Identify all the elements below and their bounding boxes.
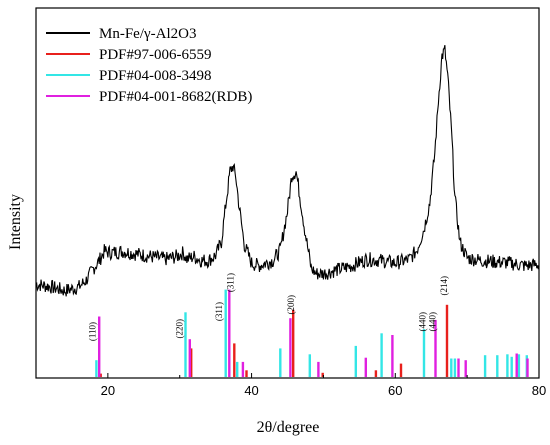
reference-stick bbox=[317, 361, 320, 377]
reference-stick bbox=[453, 358, 457, 377]
reference-stick bbox=[233, 343, 236, 377]
reference-pattern-sticks bbox=[95, 289, 529, 377]
x-axis-ticks: 20 40 60 80 bbox=[35, 373, 546, 398]
reference-stick bbox=[245, 370, 248, 377]
reference-stick bbox=[228, 289, 231, 377]
reference-stick bbox=[517, 354, 521, 377]
legend-entry: Mn-Fe/γ-Al2O3 bbox=[99, 26, 196, 42]
measured-pattern-line bbox=[35, 44, 540, 297]
reference-stick bbox=[241, 361, 245, 377]
reference-stick bbox=[457, 358, 460, 377]
y-axis-title: Intensity bbox=[7, 194, 24, 250]
reference-stick bbox=[445, 304, 449, 377]
reference-stick bbox=[434, 319, 437, 377]
hkl-label: (200) bbox=[286, 295, 296, 315]
legend-entry: PDF#04-008-3498 bbox=[99, 68, 212, 84]
legend: Mn-Fe/γ-Al2O3 PDF#97-006-6559 PDF#04-008-3… bbox=[46, 26, 252, 105]
reference-stick bbox=[526, 358, 529, 377]
plot-frame bbox=[35, 7, 540, 379]
x-tick-label: 60 bbox=[388, 383, 402, 398]
reference-stick bbox=[496, 355, 499, 377]
reference-stick bbox=[422, 329, 426, 377]
hkl-label: (440) bbox=[428, 312, 438, 332]
x-tick-label: 40 bbox=[244, 383, 258, 398]
reference-stick bbox=[224, 289, 227, 377]
reference-stick bbox=[391, 335, 394, 377]
reference-stick bbox=[190, 348, 193, 377]
reference-stick bbox=[515, 353, 518, 377]
reference-stick bbox=[450, 358, 453, 377]
reference-stick bbox=[308, 354, 311, 377]
reference-stick bbox=[99, 373, 102, 377]
hkl-label: (220) bbox=[175, 319, 185, 339]
reference-stick bbox=[464, 360, 467, 377]
hkl-label: (311) bbox=[226, 273, 236, 292]
reference-stick bbox=[380, 333, 383, 377]
reference-stick bbox=[279, 348, 282, 377]
reference-stick bbox=[289, 318, 292, 377]
reference-stick bbox=[184, 312, 187, 377]
x-axis-title: 2θ/degree bbox=[257, 419, 320, 436]
hkl-label: (311) bbox=[214, 302, 224, 321]
series-line-mn-fe bbox=[35, 44, 540, 297]
reference-stick bbox=[354, 345, 357, 377]
reference-stick bbox=[510, 356, 513, 377]
reference-stick bbox=[483, 355, 487, 377]
reference-stick bbox=[321, 372, 324, 377]
legend-entry: PDF#04-001-8682(RDB) bbox=[99, 89, 252, 105]
hkl-labels: (110) (220) (311)(311) (200) (440) (440) (214) bbox=[88, 273, 449, 341]
hkl-label: (440) bbox=[417, 312, 427, 332]
reference-stick bbox=[506, 354, 509, 377]
x-tick-label: 20 bbox=[101, 383, 115, 398]
reference-stick bbox=[236, 361, 239, 377]
hkl-label: (110) bbox=[88, 322, 98, 341]
reference-stick bbox=[95, 360, 98, 377]
hkl-label: (214) bbox=[439, 276, 449, 296]
reference-stick bbox=[364, 357, 367, 377]
reference-stick bbox=[98, 316, 101, 377]
reference-stick bbox=[374, 370, 378, 377]
reference-stick bbox=[188, 339, 191, 377]
legend-entry: PDF#97-006-6559 bbox=[99, 47, 212, 63]
reference-stick bbox=[399, 363, 403, 377]
x-tick-label: 80 bbox=[532, 383, 546, 398]
reference-stick bbox=[292, 309, 295, 377]
